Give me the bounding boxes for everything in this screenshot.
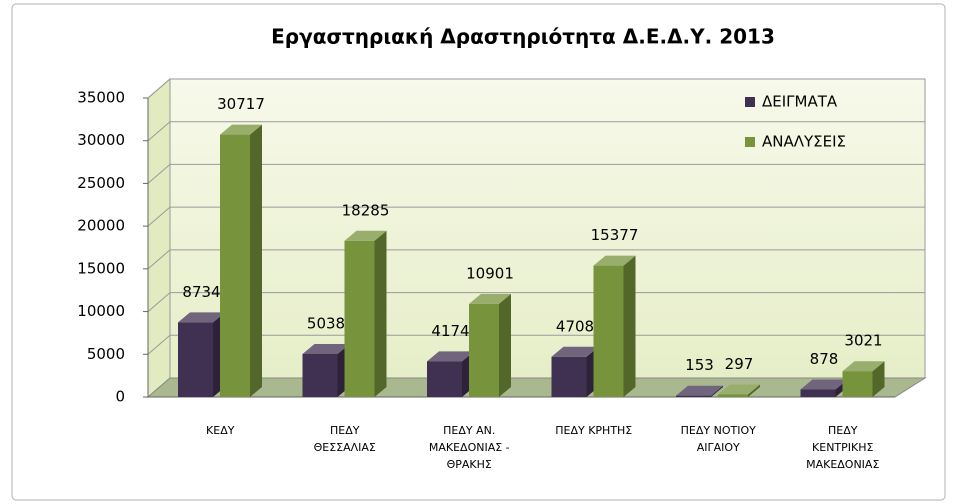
bar-side bbox=[872, 361, 885, 397]
bar bbox=[469, 303, 499, 397]
bar-side bbox=[374, 230, 387, 397]
y-tick-label: 35000 bbox=[77, 89, 125, 107]
bar-top bbox=[344, 230, 387, 241]
bar-side bbox=[748, 384, 760, 397]
grid-line bbox=[147, 206, 925, 227]
y-tick-label: 5000 bbox=[87, 345, 125, 363]
back-wall bbox=[169, 78, 926, 379]
bar bbox=[220, 134, 250, 397]
chart-title: Εργαστηριακή Δραστηριότητα Δ.Ε.Δ.Υ. 2013 bbox=[271, 25, 775, 49]
side-wall bbox=[147, 77, 171, 399]
x-tick-label: ΠΕΔΥ ΝΟΤΙΟΥ ΑΙΓΑΙΟΥ bbox=[680, 424, 756, 454]
grid-line bbox=[147, 249, 925, 270]
bar-side bbox=[250, 124, 262, 398]
bar-top bbox=[469, 293, 511, 304]
x-tick-label: ΠΕΔΥ ΚΕΝΤΡΙΚΗΣ ΜΑΚΕΔΟΝΙΑΣ bbox=[806, 424, 880, 471]
grid-line bbox=[147, 121, 925, 142]
bar-top bbox=[676, 385, 723, 396]
y-tick-label: 10000 bbox=[77, 302, 125, 320]
bar-top bbox=[718, 384, 760, 395]
x-tick-label: ΠΕΔΥ ΘΕΣΣΑΛΙΑΣ bbox=[313, 424, 376, 454]
x-tick-label: ΠΕΔΥ ΚΡΗΤΗΣ bbox=[555, 424, 633, 437]
bar-top bbox=[842, 361, 885, 372]
data-label: 5038 bbox=[307, 314, 345, 332]
y-tick-label: 15000 bbox=[77, 259, 125, 277]
grid-line bbox=[147, 334, 925, 355]
bar-top bbox=[178, 312, 225, 323]
bar bbox=[593, 265, 624, 397]
y-tick-label: 30000 bbox=[77, 131, 125, 149]
bar-top bbox=[302, 343, 350, 354]
bar-top bbox=[220, 124, 262, 135]
y-tick-label: 25000 bbox=[77, 174, 125, 192]
bar bbox=[676, 395, 711, 397]
data-label: 878 bbox=[810, 350, 839, 368]
legend-label: ΑΝΑΛΥΣΕΙΣ bbox=[762, 133, 846, 151]
legend-swatch bbox=[745, 97, 755, 107]
bar-top bbox=[593, 255, 636, 266]
bar bbox=[344, 240, 375, 397]
legend-swatch bbox=[745, 137, 755, 147]
y-tick-label: 0 bbox=[115, 388, 125, 406]
data-label: 3021 bbox=[844, 332, 882, 350]
data-label: 30717 bbox=[217, 95, 265, 113]
data-label: 297 bbox=[725, 355, 754, 373]
x-tick-label: ΠΕΔΥ ΑΝ. ΜΑΚΕΔΟΝΙΑΣ - ΘΡΑΚΗΣ bbox=[428, 424, 510, 471]
bar bbox=[427, 361, 462, 397]
bar-top bbox=[551, 346, 599, 357]
bar-side bbox=[623, 255, 636, 397]
grid-line bbox=[147, 78, 925, 99]
bar-side bbox=[499, 293, 511, 397]
data-label: 18285 bbox=[342, 201, 390, 219]
data-label: 4708 bbox=[556, 317, 594, 335]
bar-top bbox=[800, 379, 848, 390]
data-label: 15377 bbox=[591, 226, 639, 244]
legend-label: ΔΕΙΓΜΑΤΑ bbox=[762, 93, 838, 111]
grid-line bbox=[147, 163, 925, 184]
grid-line bbox=[147, 292, 925, 312]
bar bbox=[800, 389, 836, 397]
bar bbox=[551, 356, 587, 397]
bar-side bbox=[711, 385, 723, 397]
y-tick-label: 20000 bbox=[77, 217, 125, 235]
data-label: 8734 bbox=[182, 283, 220, 301]
bar bbox=[178, 322, 213, 397]
bar-top bbox=[427, 351, 474, 362]
data-label: 153 bbox=[685, 356, 714, 374]
x-tick-label: ΚΕΔΥ bbox=[206, 424, 235, 437]
data-label: 4174 bbox=[431, 322, 469, 340]
bar bbox=[842, 371, 873, 397]
bar bbox=[302, 353, 338, 397]
bar bbox=[718, 394, 748, 397]
data-label: 10901 bbox=[466, 264, 514, 282]
